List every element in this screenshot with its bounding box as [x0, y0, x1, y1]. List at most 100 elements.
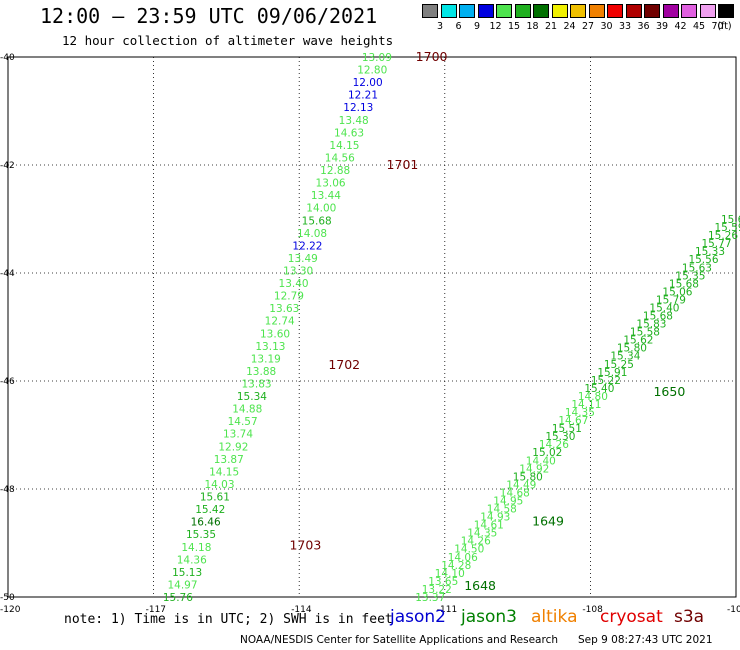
page-subtitle: 12 hour collection of altimeter wave hei… — [62, 33, 394, 48]
swh-value-track-b: 15.58 — [630, 327, 660, 339]
swh-value-track-b: 15.59 — [714, 222, 740, 234]
swh-value-track-b: 15.34 — [610, 351, 640, 363]
lon-tick-label: -111 — [437, 605, 457, 615]
swh-value-track-a: 14.63 — [334, 127, 364, 139]
color-swatch — [514, 4, 531, 18]
swh-value-track-a: 12.21 — [348, 90, 378, 102]
time-label: 1649 — [532, 513, 564, 528]
swh-value-track-b: 15.51 — [552, 423, 582, 435]
color-swatch — [662, 4, 679, 18]
swh-value-track-a: 15.68 — [302, 215, 332, 227]
color-bin-label: 18 — [526, 21, 539, 32]
swh-value-track-b: 15.83 — [636, 319, 666, 331]
swh-value-track-a: 14.56 — [325, 152, 355, 164]
swh-value-track-a: 12.22 — [292, 240, 322, 252]
legend-jason3: jason3 — [461, 607, 517, 627]
swh-value-track-a: 15.35 — [186, 529, 216, 541]
time-label: 1701 — [387, 157, 419, 172]
swh-value-track-a: 14.15 — [209, 466, 239, 478]
swh-value-track-b: 14.80 — [578, 391, 608, 403]
swh-value-track-a: 16.46 — [191, 517, 221, 529]
swh-value-track-b: 14.68 — [500, 487, 530, 499]
swh-value-track-a: 13.48 — [339, 115, 369, 127]
swh-value-track-b: 14.58 — [487, 504, 517, 516]
color-swatch — [477, 4, 494, 18]
swh-value-track-a: 12.74 — [265, 316, 295, 328]
swh-value-track-a: 13.83 — [242, 379, 272, 391]
swh-value-track-a: 12.92 — [218, 441, 248, 453]
credit-text: NOAA/NESDIS Center for Satellite Applica… — [240, 634, 558, 646]
color-bin-label: 15 — [507, 21, 521, 32]
swh-value-track-b: 15.68 — [669, 278, 699, 290]
color-bin-label: 6 — [455, 21, 462, 32]
swh-value-track-b: 15.91 — [597, 367, 627, 379]
swh-value-track-b: 15.33 — [695, 246, 725, 258]
swh-value-track-a: 15.76 — [163, 592, 193, 604]
color-bin-label: 36 — [637, 21, 650, 32]
swh-value-track-a: 14.03 — [204, 479, 234, 491]
swh-value-track-b: 14.26 — [461, 536, 491, 548]
color-bin-label: 24 — [563, 21, 576, 32]
swh-value-track-b: 14.93 — [480, 512, 510, 524]
swh-value-track-a: 15.34 — [237, 391, 267, 403]
lat-tick-label: -40 — [0, 53, 15, 63]
swh-value-track-b: 14.92 — [519, 463, 549, 475]
swh-value-track-a: 13.88 — [246, 366, 276, 378]
legend-altika: altika — [531, 607, 578, 627]
lon-tick-label: -120 — [0, 605, 21, 615]
color-swatch — [699, 4, 716, 18]
time-label: 1648 — [464, 578, 496, 593]
swh-value-track-b: 15.22 — [591, 375, 621, 387]
color-swatch — [422, 4, 438, 18]
color-bin-label: 27 — [581, 21, 595, 32]
color-legend-bar: 3 6 9 12 15 18 21 24 27 30 33 36 39 42 45 70 (ft) — [422, 4, 738, 34]
time-label: 1703 — [289, 538, 321, 553]
swh-value-track-b: 15.63 — [682, 262, 712, 274]
swh-value-track-b: 15.79 — [656, 294, 686, 306]
color-swatch — [496, 4, 512, 18]
color-bin-label: 42 — [674, 21, 687, 32]
swh-value-track-a: 12.13 — [343, 102, 373, 114]
color-bin-label: 21 — [544, 21, 558, 32]
lat-tick-label: -42 — [0, 161, 15, 171]
color-swatch — [570, 4, 586, 18]
swh-value-track-b: 15.80 — [513, 471, 543, 483]
swh-value-track-b: 14.50 — [454, 544, 484, 556]
swh-value-track-a: 14.97 — [167, 579, 197, 591]
color-swatch — [440, 4, 457, 18]
color-bin-label: 45 — [692, 21, 706, 32]
swh-value-track-b: 15.62 — [623, 335, 653, 347]
swh-value-track-a: 13.06 — [316, 178, 346, 190]
lat-tick-label: -50 — [0, 593, 15, 603]
swh-value-track-b: 13.65 — [428, 576, 458, 588]
swh-value-track-b: 15.25 — [604, 359, 634, 371]
swh-value-track-a: 13.44 — [311, 190, 341, 202]
swh-value-track-b: 14.40 — [526, 455, 556, 467]
swh-value-track-a: 14.08 — [297, 228, 327, 240]
lat-tick-label: -44 — [0, 269, 15, 279]
swh-value-track-a: 14.18 — [181, 542, 211, 554]
color-bin-label: 39 — [655, 21, 669, 32]
swh-value-track-b: 14.49 — [506, 479, 536, 491]
lon-tick-label: -10 — [727, 605, 740, 615]
swh-value-track-a: 12.88 — [320, 165, 350, 177]
color-bin-label: 12 — [489, 21, 502, 32]
swh-value-track-b: 15.35 — [675, 270, 705, 282]
time-label: 1702 — [328, 357, 360, 372]
color-swatch — [551, 4, 568, 18]
swh-value-track-a: 13.30 — [283, 265, 313, 277]
color-bin-label: 9 — [473, 21, 481, 32]
swh-value-track-a: 15.42 — [195, 504, 225, 516]
color-bin-label: 30 — [600, 21, 613, 32]
legend-s3a: s3a — [674, 607, 705, 627]
swh-value-track-a: 13.74 — [223, 429, 253, 441]
swh-value-track-a: 14.36 — [177, 554, 207, 566]
swh-value-track-a: 13.49 — [288, 253, 318, 265]
lon-tick-label: -117 — [146, 605, 166, 615]
color-swatch — [625, 4, 642, 18]
swh-value-track-b: 14.11 — [571, 399, 601, 411]
color-bin-label: 33 — [618, 21, 632, 32]
swh-value-track-a: 13.60 — [260, 328, 290, 340]
swh-value-track-b: 15.77 — [701, 238, 731, 250]
